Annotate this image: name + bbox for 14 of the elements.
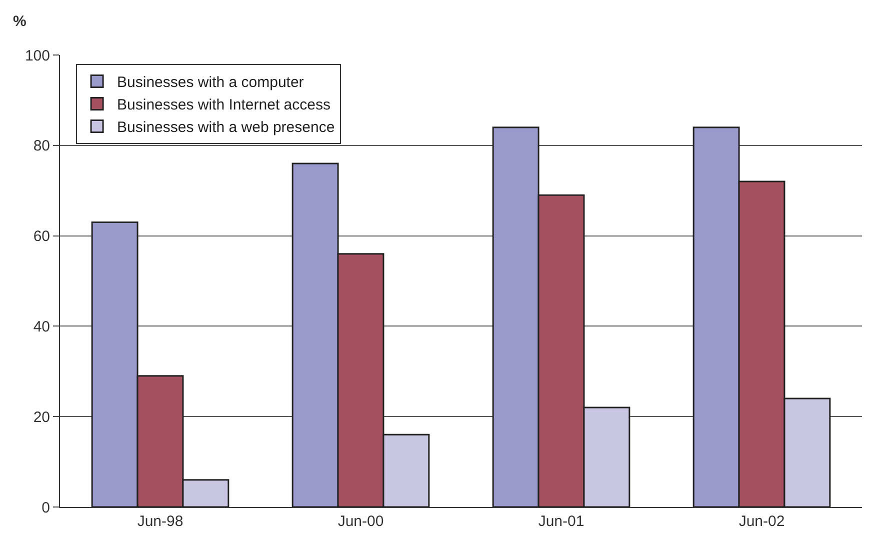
y-tick-label: 0 xyxy=(42,499,50,516)
y-tick-label: 20 xyxy=(33,408,50,426)
x-tick-label: Jun-01 xyxy=(538,513,584,530)
x-tick-label: Jun-00 xyxy=(338,513,384,530)
legend-label: Businesses with a web presence xyxy=(117,119,335,136)
y-axis-title: % xyxy=(13,13,26,30)
y-tick-label: 60 xyxy=(33,228,50,246)
legend-label: Businesses with a computer xyxy=(117,74,304,92)
y-tick-label: 100 xyxy=(24,47,50,64)
y-tick-label: 80 xyxy=(33,138,50,155)
y-tick-label: 40 xyxy=(33,318,50,336)
x-tick-label: Jun-98 xyxy=(137,513,184,530)
x-tick-label: Jun-02 xyxy=(738,513,785,530)
legend-label: Businesses with Internet access xyxy=(117,96,330,114)
